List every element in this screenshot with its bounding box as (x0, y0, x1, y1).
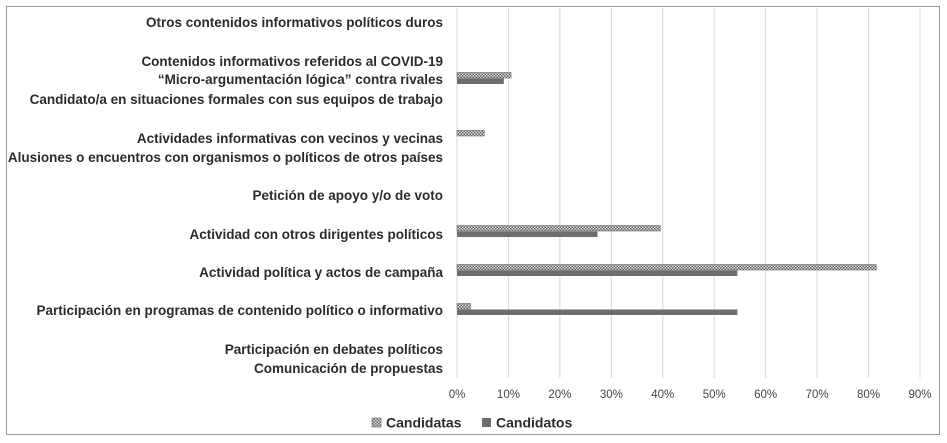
bar-candidatos (457, 270, 738, 276)
category-label: Participación en programas de contenido … (36, 303, 443, 318)
x-tick-label: 10% (497, 389, 520, 401)
category-label: Participación en debates políticos (225, 342, 443, 357)
category-label: Actividad política y actos de campaña (199, 265, 443, 280)
x-tick-label: 20% (548, 389, 571, 401)
legend-swatch-candidatos (482, 418, 491, 427)
bar-candidatos (457, 309, 738, 315)
category-label: “Micro-argumentación lógica” contra riva… (158, 72, 443, 87)
bar-candidatas (456, 72, 512, 79)
x-tick-label: 60% (754, 389, 777, 401)
x-tick-label: 0% (449, 389, 466, 401)
bars (456, 72, 877, 315)
legend-label-candidatas: Candidatas (386, 415, 462, 431)
bar-candidatos (457, 231, 598, 237)
x-tick-label: 80% (857, 389, 880, 401)
category-label: Actividad con otros dirigentes políticos (189, 227, 443, 242)
bar-candidatas (456, 225, 661, 232)
category-label: Alusiones o encuentros con organismos o … (8, 150, 443, 165)
grid-lines (456, 8, 921, 378)
category-label: Otros contenidos informativos políticos … (146, 15, 443, 30)
category-label: Candidato/a en situaciones formales con … (30, 92, 443, 107)
x-tick-label: 30% (600, 389, 623, 401)
bar-candidatas (456, 264, 877, 271)
x-tick-label: 70% (806, 389, 829, 401)
category-label: Contenidos informativos referidos al COV… (141, 54, 443, 69)
category-label: Petición de apoyo y/o de voto (252, 188, 443, 203)
category-label: Comunicación de propuestas (254, 361, 443, 376)
legend-swatch-candidatas (371, 417, 382, 428)
legend: Candidatas Candidatos (371, 415, 572, 431)
x-tick-label: 90% (908, 389, 931, 401)
bar-candidatas (456, 130, 485, 137)
bar-candidatas (456, 303, 471, 310)
bar-candidatos (457, 78, 504, 84)
legend-label-candidatos: Candidatos (496, 415, 572, 431)
x-tick-label: 50% (703, 389, 726, 401)
x-tick-label: 40% (651, 389, 674, 401)
category-label: Actividades informativas con vecinos y v… (137, 131, 443, 146)
x-tick-labels: 0% 10% 20% 30% 40% 50% 60% 70% 80% 90% (449, 389, 932, 401)
category-labels: Otros contenidos informativos políticos … (8, 15, 444, 376)
